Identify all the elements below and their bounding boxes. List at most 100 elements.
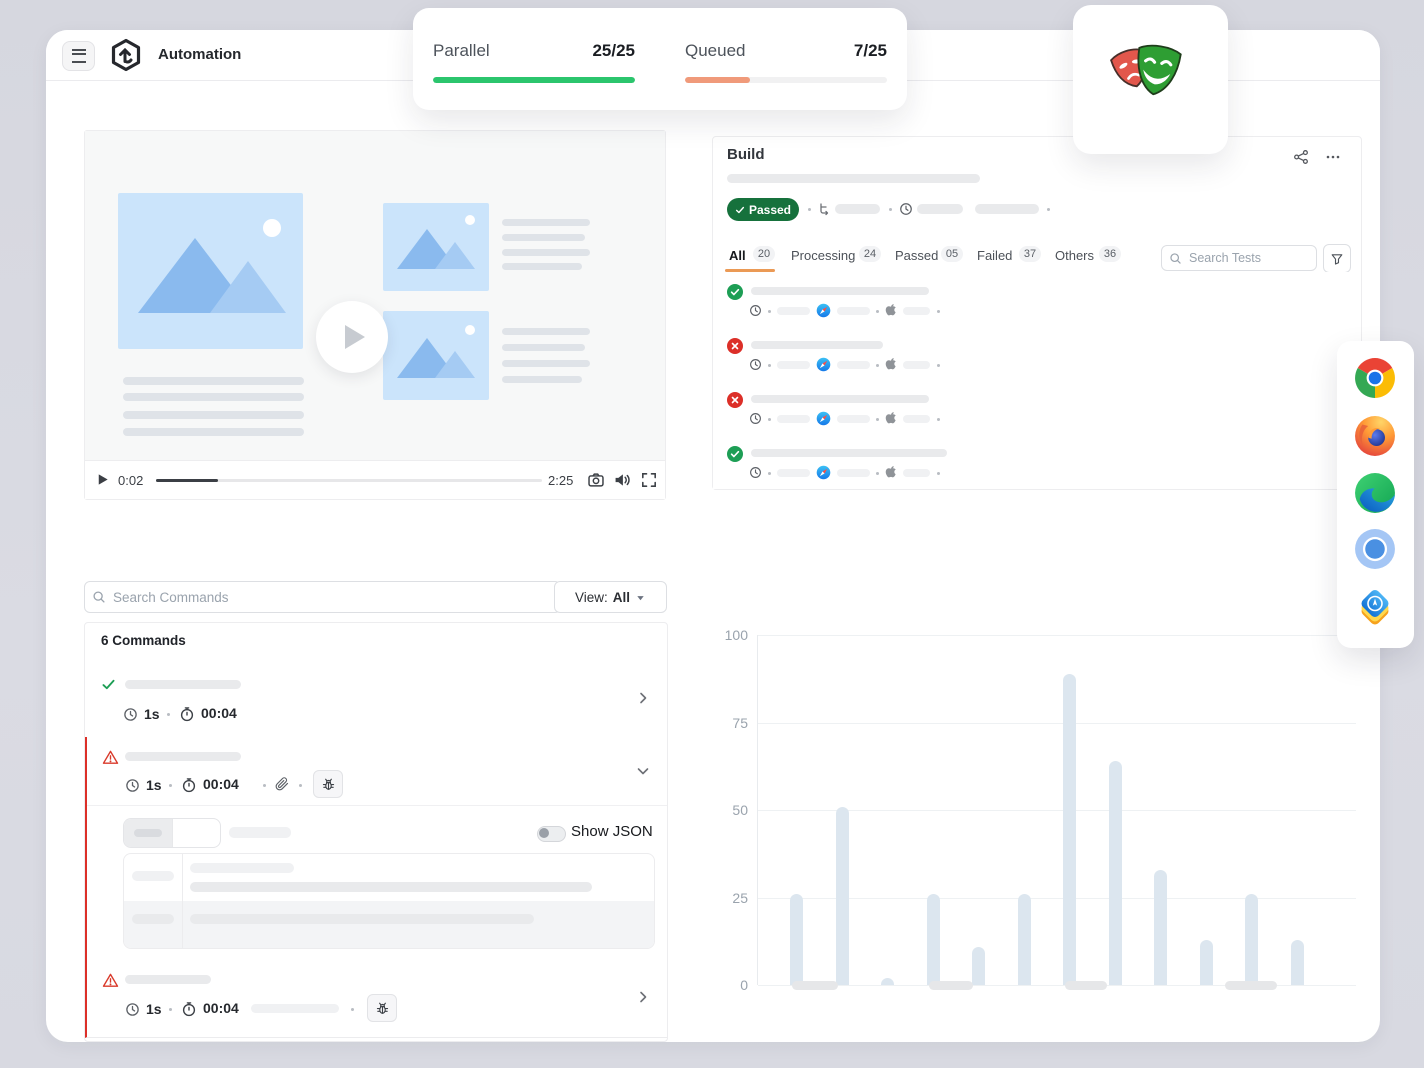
- dot-separator: [876, 364, 879, 367]
- report-bug-button[interactable]: [367, 994, 397, 1022]
- chart-bar: [835, 806, 849, 985]
- show-json-label: Show JSON: [571, 823, 653, 840]
- skeleton-text-line: [123, 377, 304, 385]
- stopwatch-icon: [179, 706, 195, 722]
- build-panel-title: Build: [727, 146, 765, 163]
- test-list: [713, 272, 1361, 489]
- skeleton-test-name: [751, 341, 883, 349]
- video-progress-track[interactable]: [156, 479, 542, 482]
- tab-all-count[interactable]: 20: [753, 246, 775, 262]
- placeholder-image-large: [118, 193, 303, 349]
- skeleton-build-name: [727, 174, 980, 183]
- hamburger-icon: [71, 49, 86, 63]
- chart-bar: [1290, 939, 1304, 985]
- play-button[interactable]: [95, 472, 110, 487]
- test-row[interactable]: [713, 272, 1361, 327]
- skeleton-meta: [917, 204, 963, 214]
- chart-y-tick-label: 50: [732, 802, 748, 818]
- chart-gridline: [758, 722, 1356, 724]
- dot-separator: [299, 784, 302, 787]
- skeleton-meta: [835, 204, 880, 214]
- expand-chevron-right-icon[interactable]: [635, 989, 651, 1005]
- video-thumbnail: [85, 131, 665, 461]
- toggle-knob: [539, 828, 549, 838]
- dot-separator: [876, 418, 879, 421]
- bug-icon: [375, 1001, 390, 1016]
- detail-view-segmented-control[interactable]: [123, 818, 221, 848]
- webkit-browser-icon[interactable]: [1354, 586, 1396, 628]
- fullscreen-button[interactable]: [640, 471, 658, 489]
- queued-progress-track: [685, 77, 887, 83]
- share-button[interactable]: [1293, 149, 1309, 165]
- skeleton-command-name: [125, 975, 211, 984]
- test-row[interactable]: [713, 434, 1361, 489]
- safari-browser-icon: [816, 357, 831, 372]
- skeleton-meta: [777, 415, 810, 423]
- skeleton-cell: [190, 863, 294, 873]
- report-bug-button[interactable]: [313, 770, 343, 798]
- skeleton-text-line: [123, 428, 304, 436]
- skeleton-text-line: [502, 344, 585, 351]
- apple-os-icon: [885, 303, 898, 316]
- current-time: 0:02: [118, 473, 144, 488]
- more-options-button[interactable]: [1325, 149, 1341, 165]
- queued-stat: Queued 7/25: [685, 8, 887, 110]
- command-timestamp: 00:04: [201, 705, 237, 721]
- tab-failed[interactable]: Failed: [977, 248, 1013, 263]
- collapse-chevron-down-icon[interactable]: [635, 763, 651, 779]
- tab-passed[interactable]: Passed: [895, 248, 939, 263]
- edge-browser-icon[interactable]: [1354, 472, 1396, 514]
- tests-search-input[interactable]: [1187, 250, 1309, 266]
- attachment-paperclip-icon[interactable]: [275, 777, 289, 791]
- chart-bar: [1199, 939, 1213, 985]
- safari-browser-icon: [816, 465, 831, 480]
- chart-gridline: [758, 810, 1356, 811]
- tab-failed-count[interactable]: 37: [1019, 246, 1041, 262]
- tab-processing[interactable]: Processing: [791, 248, 856, 263]
- firefox-browser-icon[interactable]: [1354, 415, 1396, 457]
- dot-separator: [167, 713, 170, 716]
- tab-passed-count[interactable]: 05: [941, 246, 963, 262]
- hamburger-menu-button[interactable]: [62, 41, 95, 71]
- warning-icon: [102, 749, 119, 766]
- clock-icon: [123, 707, 138, 722]
- view-filter-dropdown[interactable]: View: All: [554, 581, 667, 613]
- commands-search-input[interactable]: [111, 588, 553, 606]
- duration: 2:25: [548, 473, 574, 488]
- video-controls-bar: 0:02 2:25: [85, 460, 665, 499]
- dot-separator: [768, 418, 771, 421]
- skeleton-text-line: [502, 263, 582, 270]
- dot-separator: [169, 1008, 172, 1011]
- volume-button[interactable]: [613, 471, 631, 489]
- sub-builds-icon: [817, 202, 831, 216]
- parallel-progress-fill: [433, 77, 635, 83]
- screenshot-camera-button[interactable]: [587, 471, 605, 489]
- chromium-browser-icon[interactable]: [1354, 528, 1396, 570]
- tab-processing-count[interactable]: 24: [859, 246, 881, 262]
- test-row[interactable]: [713, 326, 1361, 381]
- show-json-toggle[interactable]: [537, 826, 566, 842]
- filter-icon: [1330, 252, 1344, 266]
- clock-icon: [899, 202, 913, 216]
- test-passed-icon: [727, 446, 743, 462]
- tests-filter-button[interactable]: [1323, 244, 1351, 273]
- playwright-logo-card: [1073, 5, 1228, 154]
- divider: [87, 805, 667, 806]
- expand-chevron-right-icon[interactable]: [635, 690, 651, 706]
- test-failed-icon: [727, 392, 743, 408]
- command-row[interactable]: 1s 00:04: [85, 660, 667, 738]
- tab-others[interactable]: Others: [1055, 248, 1095, 263]
- skeleton-x-axis-label: [1225, 981, 1277, 990]
- tab-others-count[interactable]: 36: [1099, 246, 1121, 262]
- dot-separator: [768, 364, 771, 367]
- command-row-expanded[interactable]: 1s 00:04 Show JSON: [85, 737, 667, 958]
- parallel-progress-track: [433, 77, 635, 83]
- tab-all[interactable]: All: [729, 248, 746, 263]
- skeleton-cell: [190, 882, 592, 892]
- video-play-overlay-button[interactable]: [316, 301, 388, 373]
- command-row[interactable]: 1s 00:04: [85, 957, 667, 1038]
- chrome-browser-icon[interactable]: [1354, 357, 1396, 399]
- skeleton-cell: [132, 914, 174, 924]
- test-row[interactable]: [713, 380, 1361, 435]
- command-timestamp: 00:04: [203, 1000, 239, 1016]
